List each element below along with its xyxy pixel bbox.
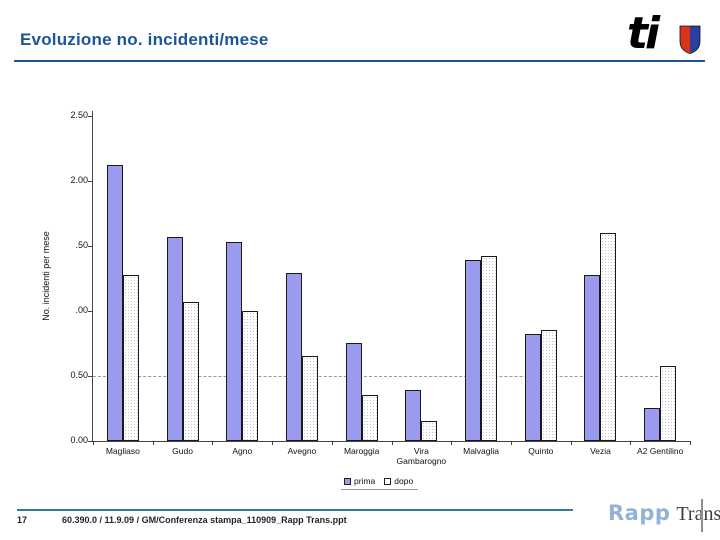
x-tick-mark xyxy=(690,441,691,445)
bar-dopo-magliaso xyxy=(123,275,139,441)
y-tick-mark xyxy=(88,246,93,247)
ticino-shield-icon xyxy=(679,25,701,55)
y-tick-label: 0.50 xyxy=(70,370,88,380)
legend-swatch-prima xyxy=(344,477,351,485)
bar-prima-avegno xyxy=(286,273,302,441)
x-axis-label: Agno xyxy=(232,446,253,456)
page-number: 17 xyxy=(17,515,28,525)
x-tick-mark xyxy=(511,441,512,445)
bar-prima-vira-gambarogno xyxy=(405,390,421,441)
legend-swatch-dopo xyxy=(384,477,392,485)
document-reference: 60.390.0 / 11.9.09 / GM/Conferenza stamp… xyxy=(62,515,347,525)
y-tick-mark xyxy=(88,311,93,312)
y-tick-mark xyxy=(88,441,93,442)
bar-prima-malvaglia xyxy=(465,260,481,441)
rapp-trans-logo: Rapp Trans xyxy=(608,501,720,526)
x-axis-label: Vezia xyxy=(590,446,611,456)
x-tick-mark xyxy=(332,441,333,445)
x-axis-label: Magliaso xyxy=(105,446,140,456)
x-tick-mark xyxy=(153,441,154,445)
y-tick-label: .00 xyxy=(75,305,88,315)
legend-label: prima xyxy=(354,476,376,486)
y-tick-label: 2.50 xyxy=(70,110,88,120)
bar-prima-agno xyxy=(226,242,242,441)
title-underline xyxy=(14,60,705,62)
chart-legend: prima dopo xyxy=(341,476,419,490)
legend-label: dopo xyxy=(394,476,414,486)
x-tick-mark xyxy=(93,441,94,445)
bar-prima-vezia xyxy=(584,275,600,441)
x-tick-mark xyxy=(212,441,213,445)
y-axis-title: No. incidenti per mese xyxy=(41,231,51,321)
x-axis-label: Malvaglia xyxy=(463,446,500,456)
x-axis-labels: Magliaso Gudo Agno Avegno Maroggia Vira Gamba… xyxy=(93,446,690,466)
bar-dopo-quinto xyxy=(541,330,557,441)
bar-dopo-gudo xyxy=(183,302,199,441)
y-tick-mark xyxy=(88,181,93,182)
trans-logo-word: Trans xyxy=(676,503,720,525)
bar-prima-gudo xyxy=(167,237,183,441)
bar-dopo-maroggia xyxy=(362,395,378,441)
x-tick-mark xyxy=(630,441,631,445)
x-axis-line xyxy=(92,441,690,442)
legend-item-prima: prima xyxy=(344,476,375,486)
x-axis-label: Gudo xyxy=(172,446,193,456)
y-tick-label: .50 xyxy=(75,240,88,250)
x-tick-mark xyxy=(451,441,452,445)
x-axis-label: Avegno xyxy=(287,446,317,456)
rapp-logo-word: Rapp xyxy=(608,501,671,525)
page-title: Evoluzione no. incidenti/mese xyxy=(20,30,269,49)
x-axis-label: Vira Gambarogno xyxy=(396,446,447,467)
x-tick-mark xyxy=(392,441,393,445)
x-tick-mark xyxy=(272,441,273,445)
y-tick-mark xyxy=(88,116,93,117)
bar-dopo-agno xyxy=(242,311,258,441)
y-tick-label: 0.00 xyxy=(70,435,88,445)
y-tick-label: 2.00 xyxy=(70,175,88,185)
logo-divider-line xyxy=(701,499,703,532)
bar-prima-magliaso xyxy=(107,165,123,441)
bar-dopo-vezia xyxy=(600,233,616,441)
gridline-0-50 xyxy=(93,376,673,377)
bar-prima-a2-gentilino xyxy=(644,408,660,441)
y-axis-line xyxy=(92,111,93,441)
bar-dopo-malvaglia xyxy=(481,256,497,441)
y-tick-mark xyxy=(88,376,93,377)
x-axis-label: Quinto xyxy=(528,446,554,456)
x-tick-mark xyxy=(571,441,572,445)
legend-item-dopo: dopo xyxy=(384,476,413,486)
bar-prima-maroggia xyxy=(346,343,362,441)
bar-dopo-a2-gentilino xyxy=(660,366,676,441)
x-axis-label: Maroggia xyxy=(343,446,380,456)
x-axis-label: A2 Gentilino xyxy=(637,446,684,456)
bar-dopo-vira-gambarogno xyxy=(421,421,437,441)
ticino-logo-text: ti xyxy=(627,8,660,59)
bar-prima-quinto xyxy=(525,334,541,441)
bar-dopo-avegno xyxy=(302,356,318,441)
footer-rule xyxy=(17,509,573,511)
